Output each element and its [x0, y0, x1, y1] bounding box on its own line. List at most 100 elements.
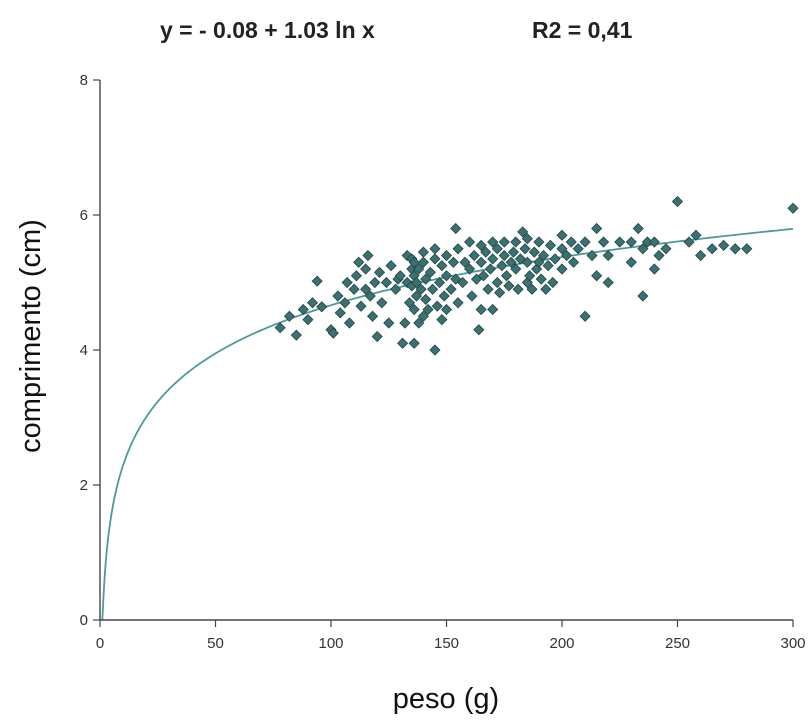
data-point [445, 283, 457, 295]
data-point [283, 310, 295, 322]
data-point [360, 283, 372, 295]
data-point [452, 243, 464, 255]
y-tick-label: 4 [80, 342, 88, 359]
data-point [521, 256, 533, 268]
x-tick-label: 300 [780, 635, 805, 652]
data-point [602, 249, 614, 262]
data-point [498, 249, 510, 262]
data-point [440, 303, 453, 316]
data-point [625, 236, 637, 248]
x-tick-label: 150 [434, 635, 459, 652]
data-point [353, 256, 365, 268]
data-point [422, 303, 434, 316]
data-point [477, 270, 490, 282]
data-point [371, 330, 383, 343]
data-point [505, 256, 517, 268]
data-point [637, 290, 649, 302]
data-point [408, 303, 420, 316]
data-point [787, 202, 799, 214]
chart-subtitle: R2 = 0,41 [532, 17, 633, 43]
data-point [556, 243, 568, 255]
y-tick-label: 2 [80, 477, 88, 494]
data-point [533, 236, 545, 248]
data-point [695, 249, 707, 262]
data-point [350, 270, 362, 282]
data-point [369, 276, 381, 289]
data-point [464, 236, 476, 248]
data-point [494, 287, 506, 299]
data-point [274, 322, 286, 334]
y-tick-label: 0 [80, 612, 88, 629]
data-point [491, 243, 503, 255]
data-point [440, 249, 453, 262]
data-point [591, 222, 603, 235]
data-point [572, 243, 584, 255]
data-point [475, 303, 487, 316]
data-point [475, 256, 487, 268]
data-point [311, 275, 323, 287]
data-point [510, 236, 522, 248]
x-tick-label: 0 [96, 635, 104, 652]
data-point [487, 253, 499, 265]
data-point [561, 249, 573, 262]
x-tick-label: 200 [549, 635, 574, 652]
data-point [660, 243, 672, 255]
data-point [390, 283, 402, 295]
data-point [397, 337, 409, 349]
data-point [431, 300, 443, 312]
data-point [394, 270, 406, 282]
data-point [429, 243, 441, 255]
data-point [457, 276, 469, 289]
data-point [306, 297, 319, 309]
data-point [473, 324, 485, 336]
data-point [648, 263, 660, 275]
data-point [399, 317, 411, 329]
data-point [496, 260, 508, 272]
x-tick-label: 100 [318, 635, 343, 652]
data-point [706, 243, 718, 255]
data-point [413, 263, 425, 275]
data-point [510, 263, 522, 275]
data-point [683, 236, 695, 248]
data-point [671, 195, 684, 208]
data-point [417, 256, 429, 268]
data-point [452, 297, 464, 309]
data-point [579, 236, 591, 248]
data-point [420, 293, 432, 305]
data-point [373, 266, 386, 278]
data-point [447, 256, 459, 268]
data-point [360, 263, 372, 275]
data-point [480, 246, 492, 258]
data-point [729, 243, 741, 255]
data-point [542, 260, 554, 272]
y-axis-ticks: 0 2 4 6 8 [80, 72, 100, 629]
data-point [383, 317, 395, 329]
data-point [549, 253, 561, 265]
data-point [420, 273, 432, 285]
data-point [507, 246, 520, 258]
data-point [614, 236, 626, 248]
data-point [427, 283, 439, 295]
data-point [625, 256, 637, 268]
data-point [417, 310, 429, 322]
x-tick-label: 50 [207, 635, 224, 652]
data-point [436, 260, 448, 272]
data-point [327, 327, 339, 339]
data-point [519, 243, 531, 255]
data-point [544, 239, 557, 251]
data-point [598, 236, 610, 248]
data-point [517, 226, 529, 238]
chart-title: y = - 0.08 + 1.03 ln x [160, 17, 375, 43]
data-point [408, 256, 420, 268]
data-point [591, 270, 603, 282]
data-point [718, 239, 730, 251]
data-point [484, 263, 496, 275]
data-point [429, 253, 441, 265]
data-point [297, 303, 309, 316]
data-point [741, 243, 753, 255]
data-point [415, 283, 427, 295]
data-point [565, 236, 577, 248]
data-point [362, 249, 374, 262]
data-point [602, 276, 614, 289]
data-point [334, 307, 346, 319]
